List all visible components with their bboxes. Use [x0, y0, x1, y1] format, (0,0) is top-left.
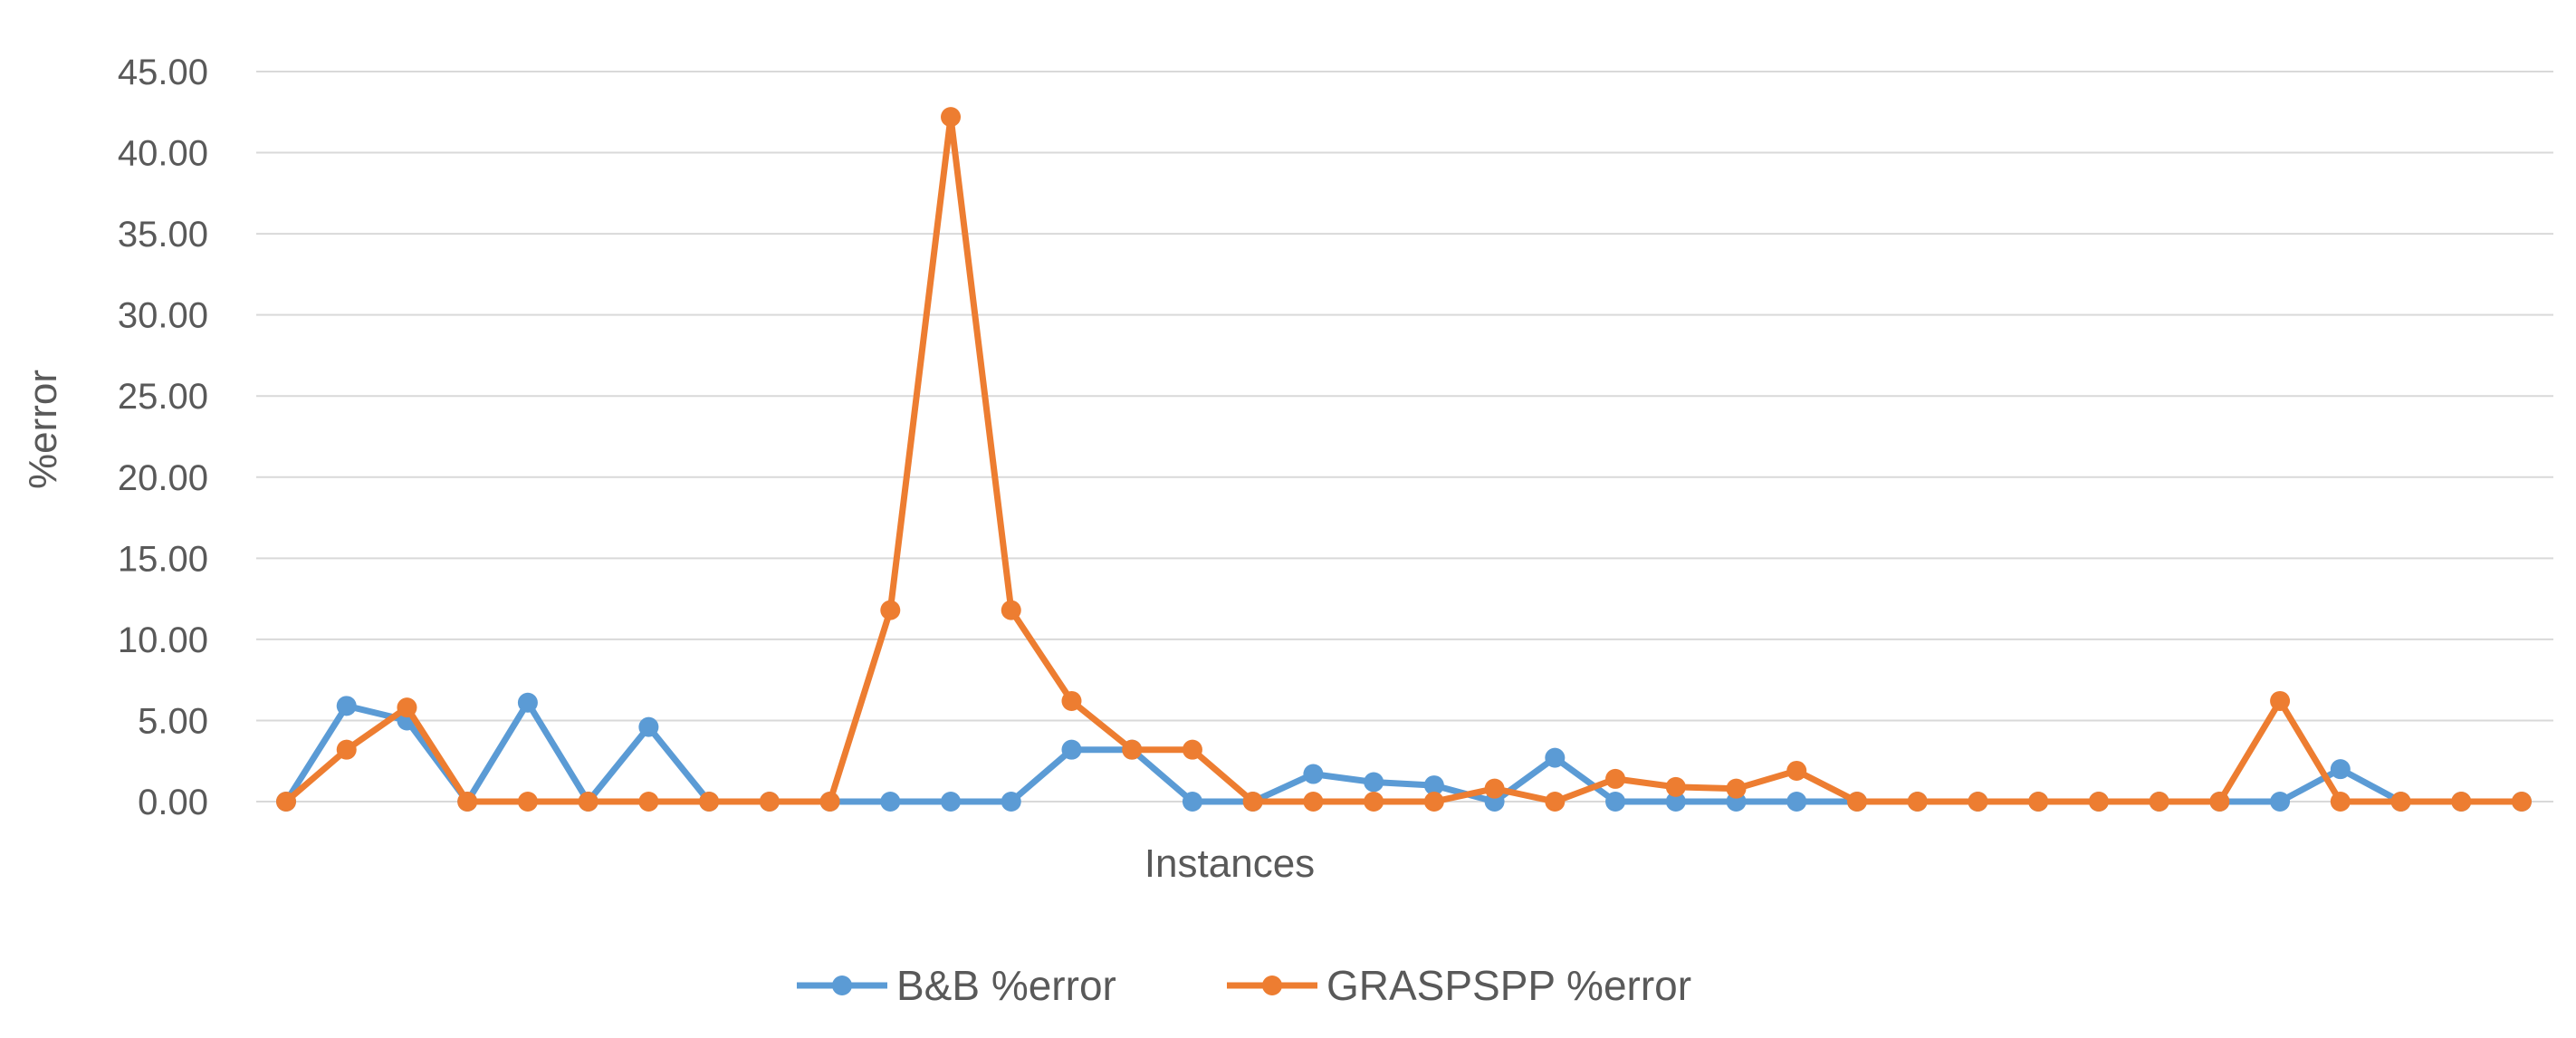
- data-point: [336, 739, 357, 760]
- data-point: [638, 716, 659, 737]
- y-tick-label: 0.00: [138, 783, 208, 822]
- legend-swatch-bb-marker: [832, 976, 852, 995]
- data-point: [1303, 792, 1324, 812]
- data-point: [1484, 778, 1505, 799]
- y-axis-title: %error: [21, 370, 65, 489]
- legend-item-bb: B&B %error: [797, 962, 1116, 1009]
- legend-label-graspspp: GRASPSPP %error: [1326, 962, 1691, 1009]
- y-tick-label: 45.00: [118, 53, 208, 92]
- data-point: [1364, 772, 1384, 793]
- y-tick-label: 30.00: [118, 296, 208, 336]
- data-point: [457, 792, 478, 812]
- data-point: [1907, 792, 1928, 812]
- data-point: [1423, 792, 1444, 812]
- data-point: [1061, 739, 1082, 760]
- data-point: [2088, 792, 2109, 812]
- data-point: [1122, 739, 1143, 760]
- data-point: [1605, 768, 1626, 789]
- data-point: [1182, 792, 1202, 812]
- data-point: [1061, 690, 1082, 711]
- data-point: [2209, 792, 2230, 812]
- data-point: [2270, 792, 2291, 812]
- data-point: [578, 792, 599, 812]
- y-tick-label: 40.00: [118, 134, 208, 174]
- data-point: [1001, 600, 1021, 620]
- data-point: [1665, 776, 1686, 797]
- data-point: [1605, 792, 1626, 812]
- data-point: [1846, 792, 1867, 812]
- data-point: [2451, 792, 2472, 812]
- plot-area: [276, 107, 2532, 812]
- legend-label-bb: B&B %error: [896, 962, 1116, 1009]
- data-point: [2149, 792, 2169, 812]
- data-point: [1001, 792, 1021, 812]
- data-point: [699, 792, 720, 812]
- y-tick-label: 35.00: [118, 215, 208, 255]
- data-point: [1242, 792, 1263, 812]
- y-tick-label: 20.00: [118, 458, 208, 498]
- data-point: [1303, 764, 1324, 784]
- y-tick-label: 5.00: [138, 701, 208, 741]
- data-point: [880, 792, 901, 812]
- data-point: [1545, 747, 1566, 768]
- legend-item-graspspp: GRASPSPP %error: [1227, 962, 1691, 1009]
- data-point: [1364, 792, 1384, 812]
- data-point: [1182, 739, 1202, 760]
- series-graspspp: [276, 107, 2532, 812]
- y-tick-label: 10.00: [118, 620, 208, 660]
- y-axis-tick-labels: 0.00 5.00 10.00 15.00 20.00 25.00 30.00 35.00 40…: [118, 53, 208, 822]
- data-point: [336, 696, 357, 716]
- data-point: [941, 792, 962, 812]
- data-point: [2270, 690, 2291, 711]
- data-point: [517, 792, 538, 812]
- data-point: [1423, 775, 1444, 796]
- data-point: [1786, 760, 1807, 781]
- series-line: [282, 699, 2525, 805]
- data-point: [1545, 792, 1566, 812]
- data-point: [2390, 792, 2411, 812]
- data-point: [517, 692, 538, 713]
- data-point: [1726, 778, 1747, 799]
- legend-swatch-graspspp-marker: [1262, 976, 1282, 995]
- data-point: [2330, 759, 2351, 780]
- series-line: [282, 113, 2525, 805]
- legend: B&B %error GRASPSPP %error: [797, 962, 1691, 1009]
- data-point: [2330, 792, 2351, 812]
- data-point: [759, 792, 780, 812]
- data-point: [1665, 792, 1686, 812]
- data-point: [941, 107, 962, 128]
- data-point: [819, 792, 840, 812]
- data-point: [276, 792, 296, 812]
- data-point: [1968, 792, 1988, 812]
- y-tick-label: 15.00: [118, 539, 208, 579]
- data-point: [1786, 792, 1807, 812]
- gridlines: [256, 71, 2553, 803]
- data-point: [2028, 792, 2049, 812]
- data-point: [2512, 792, 2532, 812]
- series-bb: [276, 692, 2532, 812]
- data-point: [880, 600, 901, 620]
- x-axis-title: Instances: [1144, 841, 1315, 886]
- data-point: [397, 697, 417, 718]
- data-point: [638, 792, 659, 812]
- y-tick-label: 25.00: [118, 377, 208, 417]
